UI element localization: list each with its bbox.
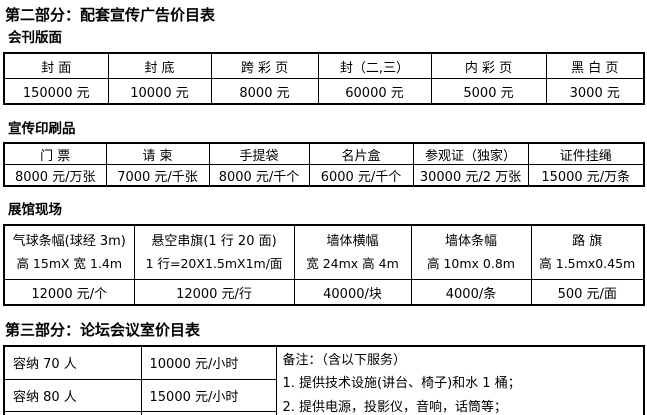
venue-item-spec: 高 15mX 宽 1.4m	[16, 255, 123, 271]
venue-header-cell: 悬空串旗(1 行 20 面) 1 行=20X1.5mX1m/面	[133, 224, 295, 280]
journal-price-cell: 150000 元	[3, 78, 109, 105]
journal-header-cell: 封 底	[107, 52, 212, 79]
venue-price-cell: 12000 元/行	[133, 279, 295, 306]
venue-header-cell: 墙体横幅 宽 24mx 高 4m	[293, 224, 412, 280]
section-heading-print: 宣传印刷品	[8, 121, 76, 137]
venue-header-cell: 墙体条幅 高 10mx 0.8m	[410, 224, 532, 280]
notes-title: 备注：（含以下服务）	[282, 353, 407, 368]
print-header-cell: 手提袋	[208, 142, 310, 165]
print-header-row: 门 票 请 柬 手提袋 名片盒 参观证（独家） 证件挂绳	[3, 142, 645, 165]
journal-price-table: 封 面 封 底 跨 彩 页 封（二,三） 内 彩 页 黑 白 页 150000 …	[3, 52, 645, 105]
venue-item-name: 气球条幅(球经 3m)	[12, 233, 126, 249]
note-item: 1. 提供技术设施(讲台、椅子)和水 1 桶；	[282, 376, 521, 391]
venue-price-cell: 500 元/面	[530, 279, 645, 306]
part3-title: 第三部分：论坛会议室价目表	[5, 321, 201, 339]
room-price-cell: 10000 元/小时	[140, 345, 277, 380]
print-header-cell: 名片盒	[308, 142, 414, 165]
journal-price-cell: 60000 元	[317, 78, 432, 105]
section-heading-venue: 展馆现场	[8, 202, 62, 218]
print-header-cell: 门 票	[3, 142, 107, 165]
journal-price-cell: 5000 元	[430, 78, 547, 105]
venue-item-name: 墙体横幅	[326, 233, 379, 249]
venue-item-spec: 宽 24mx 高 4m	[306, 255, 399, 271]
print-header-cell: 证件挂绳	[527, 142, 645, 165]
journal-header-cell: 封（二,三）	[317, 52, 432, 79]
venue-item-name: 路 旗	[572, 233, 603, 249]
venue-item-spec: 1 行=20X1.5mX1m/面	[145, 255, 283, 271]
notes-cell: 备注：（含以下服务） 1. 提供技术设施(讲台、椅子)和水 1 桶； 2. 提供…	[275, 345, 645, 415]
room-row: 容纳 160 人 25000 元/小时	[3, 411, 644, 415]
venue-price-cell: 40000/块	[293, 279, 412, 306]
print-header-cell: 参观证（独家）	[412, 142, 529, 165]
part2-title: 第二部分：配套宣传广告价目表	[5, 6, 216, 24]
journal-price-cell: 10000 元	[107, 78, 212, 105]
journal-header-row: 封 面 封 底 跨 彩 页 封（二,三） 内 彩 页 黑 白 页	[3, 52, 645, 79]
meeting-room-price-table: 容纳 70 人 10000 元/小时 备注：（含以下服务） 1. 提供技术设施(…	[3, 345, 645, 415]
venue-header-cell: 路 旗 高 1.5mx0.45m	[530, 224, 645, 280]
print-price-cell: 6000 元/千个	[308, 164, 414, 187]
venue-price-table: 气球条幅(球经 3m) 高 15mX 宽 1.4m 悬空串旗(1 行 20 面)…	[3, 224, 645, 306]
note-item: 2. 提供电源，投影仪，音响，话筒等；	[282, 400, 508, 415]
print-header-cell: 请 柬	[105, 142, 210, 165]
venue-item-spec: 高 1.5mx0.45m	[539, 255, 636, 271]
venue-price-cell: 12000 元/个	[3, 279, 135, 306]
journal-price-cell: 3000 元	[545, 78, 645, 105]
print-price-cell: 30000 元/2 万张	[412, 164, 529, 187]
section-heading-journal: 会刊版面	[8, 30, 62, 46]
print-price-cell: 8000 元/万张	[3, 164, 107, 187]
print-price-table: 门 票 请 柬 手提袋 名片盒 参观证（独家） 证件挂绳 8000 元/万张 7…	[3, 142, 645, 187]
venue-price-row: 12000 元/个 12000 元/行 40000/块 4000/条 500 元…	[3, 279, 645, 306]
venue-price-cell: 4000/条	[410, 279, 532, 306]
room-price-cell: 15000 元/小时	[140, 378, 277, 413]
journal-header-cell: 内 彩 页	[430, 52, 547, 79]
print-price-cell: 15000 元/万条	[527, 164, 645, 187]
venue-item-name: 悬空串旗(1 行 20 面)	[151, 233, 277, 249]
room-price-cell: 25000 元/小时	[140, 411, 277, 415]
journal-header-cell: 黑 白 页	[545, 52, 645, 79]
venue-header-row: 气球条幅(球经 3m) 高 15mX 宽 1.4m 悬空串旗(1 行 20 面)…	[3, 224, 645, 280]
journal-price-cell: 8000 元	[210, 78, 319, 105]
venue-item-name: 墙体条幅	[444, 233, 497, 249]
print-price-cell: 8000 元/千个	[208, 164, 310, 187]
room-row: 容纳 80 人 15000 元/小时	[3, 378, 644, 413]
room-capacity-cell: 容纳 80 人	[3, 378, 142, 413]
journal-header-cell: 跨 彩 页	[210, 52, 319, 79]
venue-header-cell: 气球条幅(球经 3m) 高 15mX 宽 1.4m	[3, 224, 135, 280]
print-price-row: 8000 元/万张 7000 元/千张 8000 元/千个 6000 元/千个 …	[3, 164, 645, 187]
room-row: 容纳 70 人 10000 元/小时 备注：（含以下服务） 1. 提供技术设施(…	[3, 345, 645, 415]
journal-header-cell: 封 面	[3, 52, 109, 79]
room-capacity-cell: 容纳 70 人	[3, 345, 142, 380]
journal-price-row: 150000 元 10000 元 8000 元 60000 元 5000 元 3…	[3, 78, 645, 105]
print-price-cell: 7000 元/千张	[105, 164, 210, 187]
venue-item-spec: 高 10mx 0.8m	[427, 255, 515, 271]
